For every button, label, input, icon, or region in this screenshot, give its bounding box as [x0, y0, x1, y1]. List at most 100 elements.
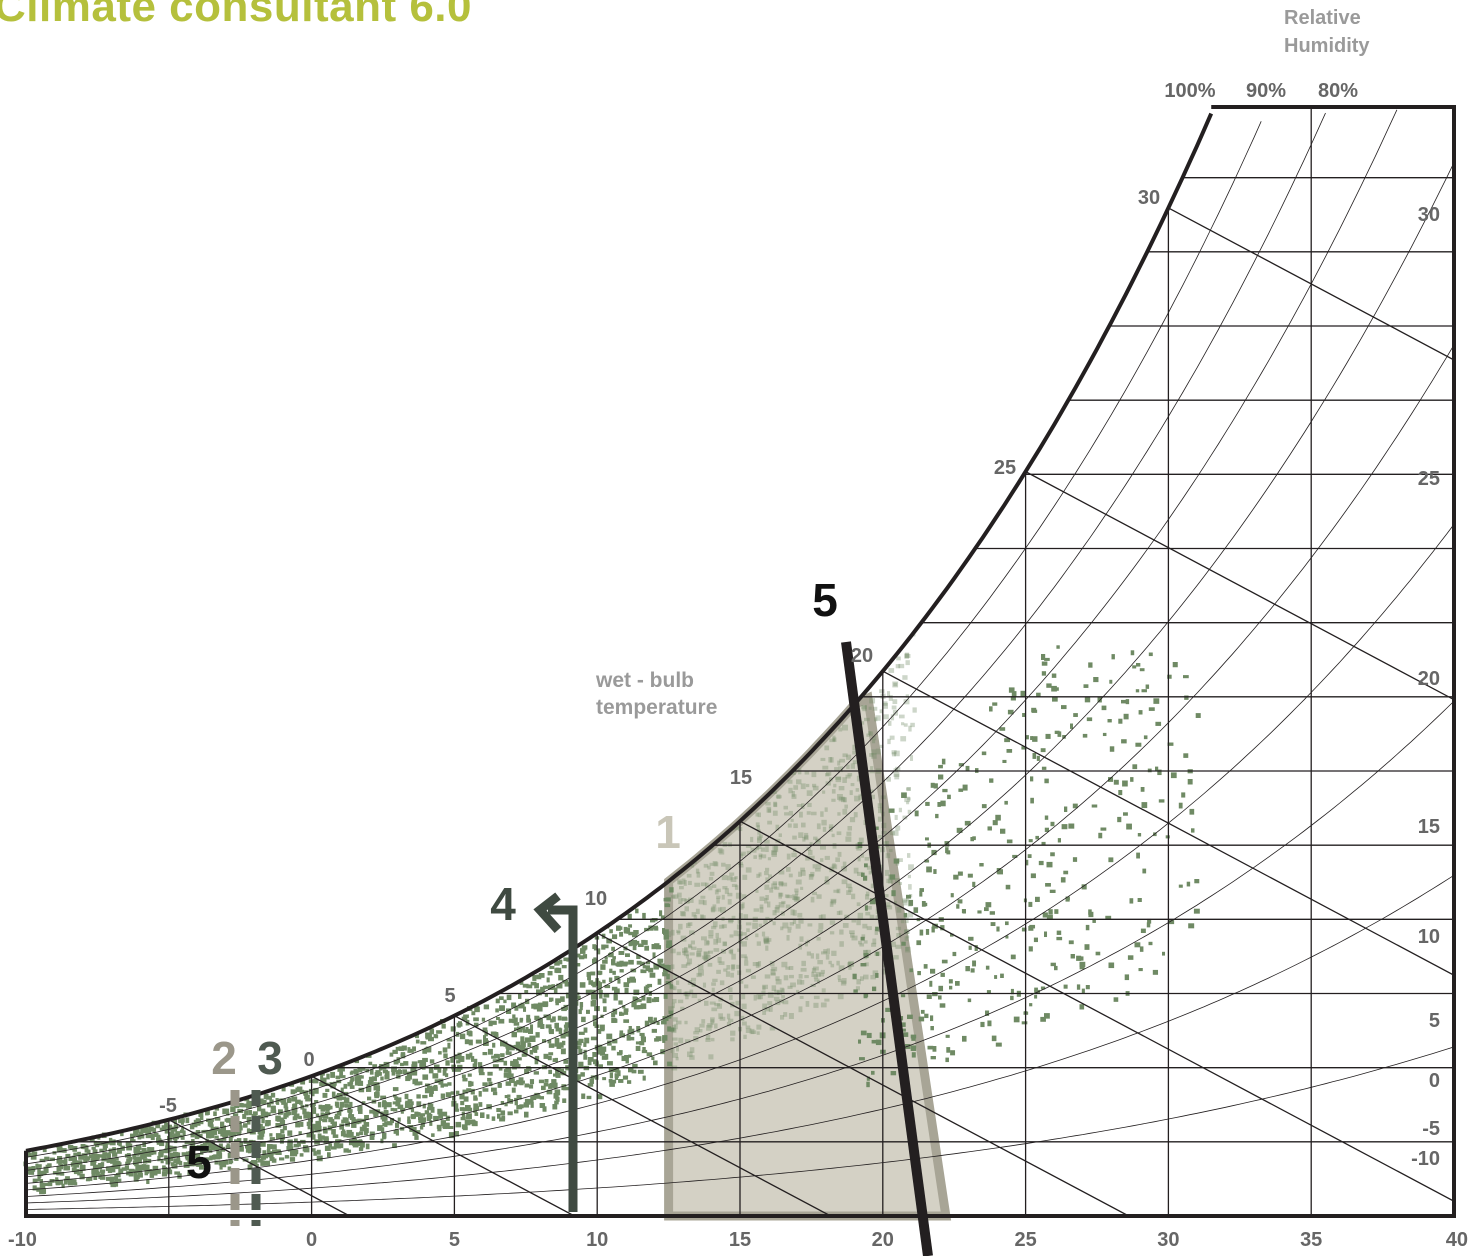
wet-bulb-caption-line2: temperature: [596, 696, 717, 719]
data-point: [1088, 662, 1093, 668]
data-point: [773, 801, 777, 807]
data-point: [276, 1117, 281, 1122]
data-point: [363, 1122, 370, 1127]
data-point: [1193, 908, 1200, 914]
data-point: [1010, 696, 1016, 701]
data-point: [311, 1107, 317, 1111]
data-point: [349, 1114, 354, 1119]
data-point: [829, 738, 836, 743]
data-point: [805, 783, 810, 788]
data-point: [343, 1083, 348, 1089]
data-point: [207, 1120, 211, 1127]
data-point: [133, 1150, 140, 1156]
data-point: [592, 1052, 597, 1057]
data-point: [893, 772, 900, 777]
data-point: [343, 1117, 349, 1122]
data-point: [534, 1055, 540, 1062]
data-point: [382, 1122, 387, 1127]
data-point: [1032, 736, 1038, 742]
data-point: [243, 1138, 248, 1144]
data-point: [775, 824, 780, 831]
data-point: [765, 895, 769, 901]
data-point: [648, 967, 654, 973]
data-point: [380, 1095, 387, 1100]
data-point: [47, 1181, 53, 1187]
data-point: [609, 1082, 615, 1087]
saturation-curve: [25, 112, 1214, 1153]
data-point: [438, 1078, 444, 1085]
data-point: [906, 801, 910, 805]
data-point: [347, 1149, 352, 1153]
data-point: [771, 985, 777, 992]
data-point: [611, 1045, 616, 1051]
data-point: [781, 988, 785, 994]
data-point: [466, 1088, 472, 1092]
data-point: [763, 936, 770, 942]
data-point: [1129, 898, 1134, 904]
data-point: [875, 926, 879, 932]
data-point: [28, 1170, 35, 1175]
data-point: [665, 897, 671, 902]
data-point: [667, 1026, 672, 1032]
data-point: [91, 1171, 96, 1178]
data-point: [554, 1043, 558, 1047]
data-point: [764, 871, 769, 876]
data-point: [836, 831, 842, 836]
data-point: [839, 758, 846, 763]
data-point: [804, 770, 810, 775]
data-point: [361, 1101, 366, 1105]
data-point: [809, 842, 813, 847]
data-point: [1034, 994, 1038, 999]
data-point: [1045, 733, 1051, 739]
data-point: [617, 1070, 621, 1077]
data-point: [615, 1067, 620, 1073]
data-point: [691, 993, 698, 999]
data-point: [703, 951, 710, 957]
data-point: [93, 1176, 98, 1180]
data-point: [537, 1002, 543, 1009]
data-point: [764, 1007, 770, 1012]
data-point: [65, 1176, 70, 1182]
data-point: [442, 1047, 448, 1053]
data-point: [958, 763, 964, 767]
data-point: [482, 1052, 488, 1056]
data-point: [563, 957, 570, 962]
data-point: [1165, 835, 1170, 839]
data-point: [859, 1057, 865, 1061]
data-point: [800, 980, 805, 985]
data-point: [919, 929, 924, 936]
data-point: [92, 1149, 98, 1154]
data-point: [1020, 690, 1026, 697]
data-point: [1079, 1004, 1085, 1010]
data-point: [729, 872, 735, 876]
data-point: [625, 1057, 629, 1064]
data-point: [1021, 746, 1027, 750]
data-point: [869, 731, 874, 736]
data-point: [130, 1136, 134, 1143]
data-point: [118, 1141, 122, 1147]
data-point: [787, 823, 792, 828]
data-point: [224, 1118, 230, 1122]
data-point: [842, 861, 847, 868]
data-point: [906, 935, 910, 939]
data-point: [399, 1062, 404, 1067]
data-point: [246, 1116, 252, 1122]
data-point: [287, 1141, 293, 1147]
data-point: [743, 1034, 747, 1039]
data-point: [1105, 915, 1112, 920]
data-point: [578, 1009, 582, 1015]
data-point: [209, 1121, 214, 1126]
data-point: [842, 753, 848, 758]
data-point: [681, 964, 688, 968]
data-point: [429, 1093, 434, 1097]
data-point: [967, 873, 973, 878]
data-point: [459, 1033, 466, 1040]
data-point: [524, 1083, 530, 1088]
data-point: [298, 1131, 302, 1135]
data-point: [599, 1024, 605, 1031]
data-point: [600, 964, 606, 970]
data-point: [770, 972, 776, 976]
data-point: [1184, 695, 1189, 700]
data-point: [44, 1169, 49, 1173]
data-point: [798, 832, 804, 838]
